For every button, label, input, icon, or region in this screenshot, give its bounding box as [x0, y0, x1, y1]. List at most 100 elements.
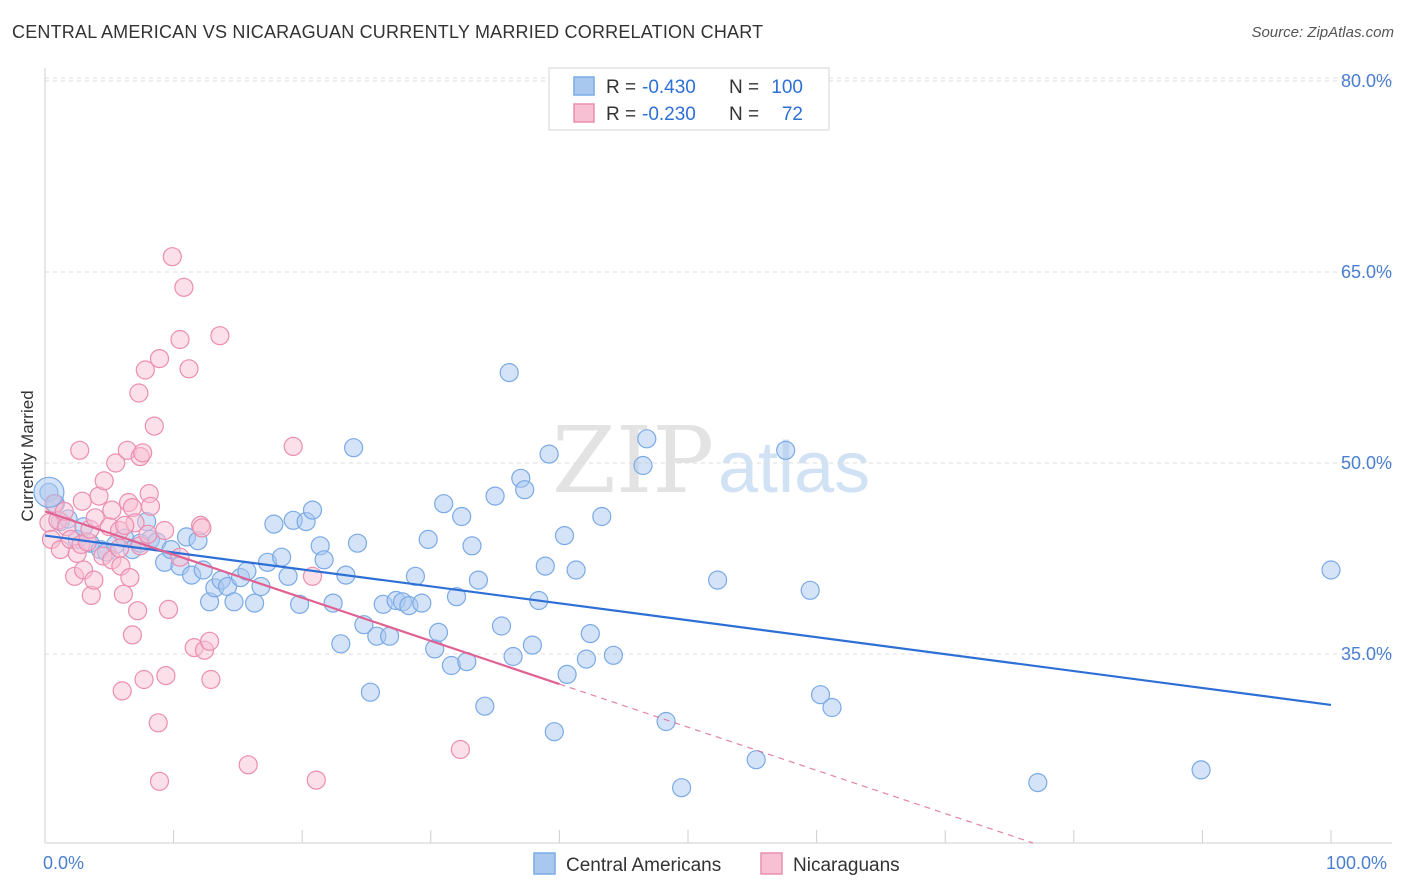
stats-legend-box [548, 67, 830, 131]
data-point [522, 635, 543, 655]
y-tick-label: 65.0% [1341, 262, 1392, 282]
data-point [539, 444, 559, 464]
data-point [331, 634, 351, 654]
data-point [156, 665, 176, 686]
data-point [264, 514, 284, 534]
data-point [746, 750, 766, 770]
data-point [174, 277, 194, 297]
data-point [106, 453, 126, 473]
data-point [115, 515, 135, 536]
series-legend-label-central-americans: Central Americans [566, 855, 721, 876]
data-point [800, 580, 820, 600]
data-point [603, 645, 624, 665]
legend-r-label-2: R = [606, 104, 636, 125]
data-point [170, 329, 190, 350]
data-point [557, 664, 577, 685]
data-point [633, 455, 653, 476]
data-point [544, 722, 564, 742]
data-point [434, 494, 454, 514]
data-point [120, 567, 140, 588]
data-point [158, 599, 179, 620]
x-ticks [44, 830, 1332, 843]
series-legend-label-nicaraguans: Nicaraguans [793, 855, 900, 876]
data-point [468, 570, 488, 590]
data-point [84, 570, 104, 590]
data-point [155, 520, 175, 541]
data-point [592, 506, 612, 527]
legend-r-value-1: -0.430 [642, 77, 696, 98]
data-point [272, 547, 292, 567]
data-point [503, 646, 523, 667]
trend-line-nicaraguans-projection [559, 683, 1034, 844]
data-point [360, 682, 380, 702]
data-point [1028, 772, 1048, 793]
data-point [70, 440, 90, 460]
stats-legend: R = -0.430 N = 100 R = -0.230 N = 72 [548, 67, 830, 131]
trend-line-nicaraguans [44, 510, 560, 686]
y-axis-title: Currently Married [18, 390, 37, 521]
data-point [1191, 760, 1211, 780]
data-point [140, 496, 161, 516]
x-tick-label-min: 0.0% [43, 853, 84, 873]
data-point [499, 363, 519, 383]
data-point [452, 506, 472, 527]
data-point [428, 622, 449, 643]
data-point [162, 247, 182, 267]
data-point [580, 623, 600, 644]
data-point [412, 593, 432, 613]
y-tick-labels: 35.0% 50.0% 65.0% 80.0% [1341, 71, 1392, 664]
data-point [144, 416, 164, 436]
data-point [113, 584, 134, 604]
legend-swatch-nicaraguans [573, 103, 595, 123]
data-point [134, 669, 154, 690]
data-point [671, 778, 692, 798]
data-point [201, 669, 221, 690]
source-label: Source: ZipAtlas.com [1251, 24, 1394, 41]
y-tick-label: 50.0% [1341, 453, 1392, 473]
data-point [224, 592, 244, 612]
data-point [133, 443, 153, 463]
legend-n-label-1: N = [729, 77, 759, 98]
data-point [112, 681, 132, 701]
data-point [72, 491, 92, 511]
data-points [33, 247, 1341, 798]
data-point [302, 500, 323, 520]
legend-swatch-central-americans [573, 76, 595, 96]
data-point [290, 594, 310, 614]
watermark-zip: ZIP [552, 407, 714, 514]
data-point [515, 480, 535, 500]
data-point [475, 696, 495, 716]
data-point [314, 550, 334, 570]
series-nicaraguans [39, 247, 470, 791]
data-point [535, 556, 555, 576]
data-point [149, 771, 170, 791]
data-point [822, 697, 842, 718]
trend-lines [44, 510, 1332, 844]
data-point [135, 360, 155, 380]
data-point [707, 570, 728, 590]
legend-n-label-2: N = [729, 104, 759, 125]
data-point [347, 533, 368, 553]
data-point [344, 438, 364, 458]
data-point [1321, 560, 1341, 580]
data-point [283, 436, 303, 456]
data-point [192, 518, 212, 538]
chart-title: CENTRAL AMERICAN VS NICARAGUAN CURRENTLY… [12, 22, 764, 42]
data-point [278, 566, 298, 586]
data-point [566, 560, 586, 580]
data-point [238, 755, 258, 775]
legend-r-value-2: -0.230 [642, 104, 696, 125]
data-point [85, 508, 105, 528]
legend-r-label-1: R = [606, 77, 636, 98]
series-legend-swatch-central-americans [533, 852, 556, 875]
watermark-atlas: atlas [718, 428, 870, 508]
data-point [149, 349, 170, 369]
data-point [210, 326, 230, 346]
data-point [129, 383, 149, 403]
data-point [418, 529, 438, 550]
x-tick-label-max: 100.0% [1326, 853, 1387, 873]
legend-n-value-2: 72 [782, 104, 803, 125]
data-point [138, 524, 158, 544]
data-point-cluster [33, 476, 65, 508]
